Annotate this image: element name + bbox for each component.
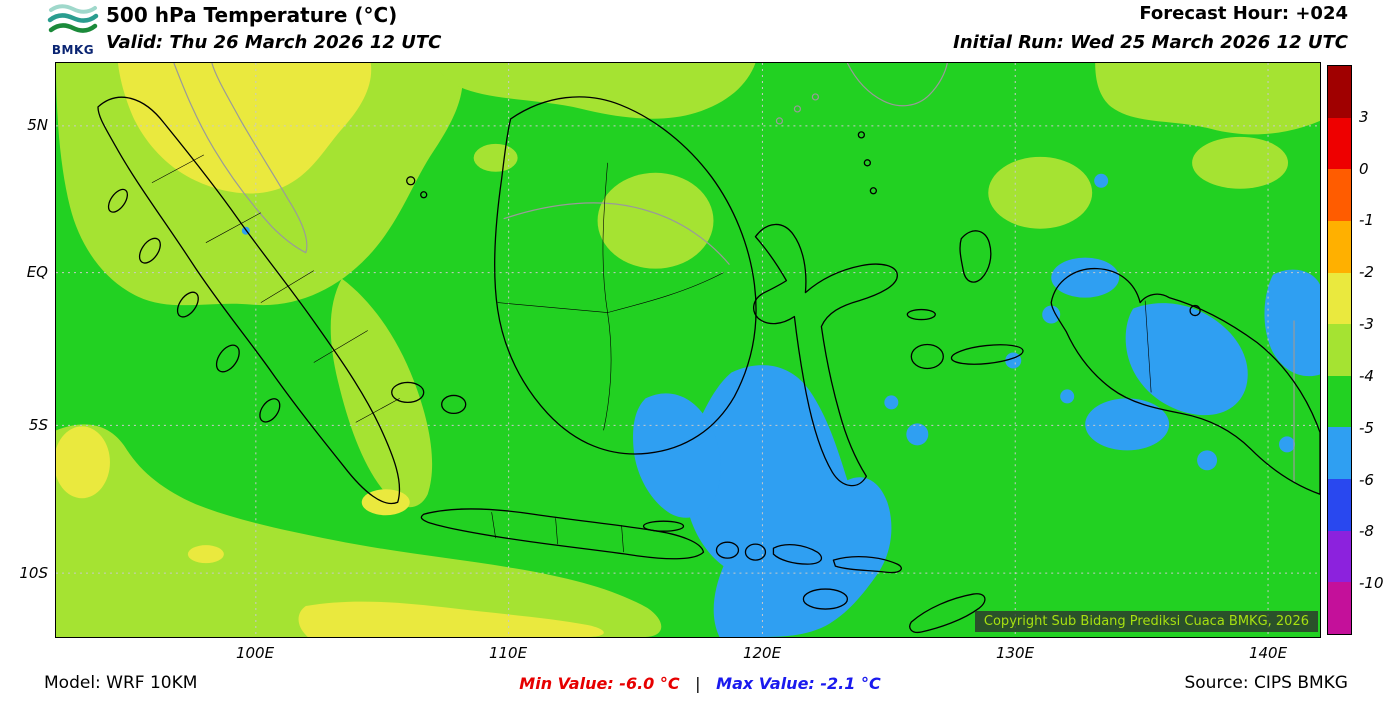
colorbar-tick--10: -10 xyxy=(1359,574,1384,593)
colorbar-ticks: 3 0 -1 -2 -3 -4 -5 -6 -8 -10 xyxy=(1359,65,1399,635)
colorbar-tick--1: -1 xyxy=(1359,211,1374,230)
coastlines-foreign xyxy=(173,63,1295,483)
coastlines-indonesia xyxy=(97,96,1320,634)
colorbar-segment xyxy=(1328,427,1351,480)
valid-time-label: Valid: Thu 26 March 2026 12 UTC xyxy=(106,32,442,53)
minmax-line: Min Value: -6.0 °C | Max Value: -2.1 °C xyxy=(0,674,1400,693)
lat-label-5n: 5N xyxy=(27,116,48,134)
latitude-axis: 5N EQ 5S 10S xyxy=(0,0,52,709)
bmkg-logo-icon xyxy=(47,4,99,33)
lat-label-5s: 5S xyxy=(28,416,48,434)
colorbar xyxy=(1327,65,1352,635)
lon-label-130e: 130E xyxy=(995,644,1035,662)
initial-run-label: Initial Run: Wed 25 March 2026 12 UTC xyxy=(953,32,1348,53)
temperature-map: Copyright Sub Bidang Prediksi Cuaca BMKG… xyxy=(55,62,1321,638)
colorbar-segment xyxy=(1328,220,1351,273)
colorbar-tick--2: -2 xyxy=(1359,263,1374,282)
colorbar-tick--5: -5 xyxy=(1359,418,1374,437)
colorbar-tick--6: -6 xyxy=(1359,470,1374,489)
temperature-yellow-areas xyxy=(56,63,604,637)
temperature-blue-areas xyxy=(241,173,1320,637)
min-value-text: Min Value: -6.0 °C xyxy=(519,674,680,693)
colorbar-segment xyxy=(1328,530,1351,583)
lon-label-110e: 110E xyxy=(488,644,528,662)
bmkg-logo: BMKG xyxy=(44,1,102,61)
minmax-separator: | xyxy=(695,674,701,693)
lat-label-10s: 10S xyxy=(19,564,48,582)
lat-label-eq: EQ xyxy=(26,263,48,281)
lon-label-100e: 100E xyxy=(235,644,275,662)
province-borders xyxy=(151,154,1152,553)
gridlines xyxy=(56,63,1320,637)
bmkg-logo-text: BMKG xyxy=(51,43,95,57)
max-value-text: Max Value: -2.1 °C xyxy=(716,674,881,693)
model-label: Model: WRF 10KM xyxy=(44,673,198,693)
page-title: 500 hPa Temperature (°C) xyxy=(106,3,398,27)
source-label: Source: CIPS BMKG xyxy=(1184,673,1348,693)
colorbar-segment xyxy=(1328,272,1351,325)
colorbar-segment xyxy=(1328,479,1351,531)
colorbar-segment xyxy=(1328,324,1351,376)
colorbar-tick--3: -3 xyxy=(1359,315,1374,334)
colorbar-segment xyxy=(1328,582,1351,635)
colorbar-segment xyxy=(1328,117,1351,170)
lon-label-140e: 140E xyxy=(1248,644,1288,662)
copyright-overlay: Copyright Sub Bidang Prediksi Cuaca BMKG… xyxy=(974,611,1318,632)
forecast-hour-label: Forecast Hour: +024 xyxy=(1139,3,1348,24)
colorbar-tick--4: -4 xyxy=(1359,366,1374,385)
colorbar-tick-0: 0 xyxy=(1359,159,1369,178)
colorbar-tick--8: -8 xyxy=(1359,522,1374,541)
colorbar-segment xyxy=(1328,66,1351,118)
colorbar-tick-3: 3 xyxy=(1359,107,1369,126)
colorbar-segment xyxy=(1328,375,1351,428)
colorbar-segment xyxy=(1328,169,1351,221)
lon-label-120e: 120E xyxy=(742,644,782,662)
map-canvas xyxy=(56,63,1320,637)
